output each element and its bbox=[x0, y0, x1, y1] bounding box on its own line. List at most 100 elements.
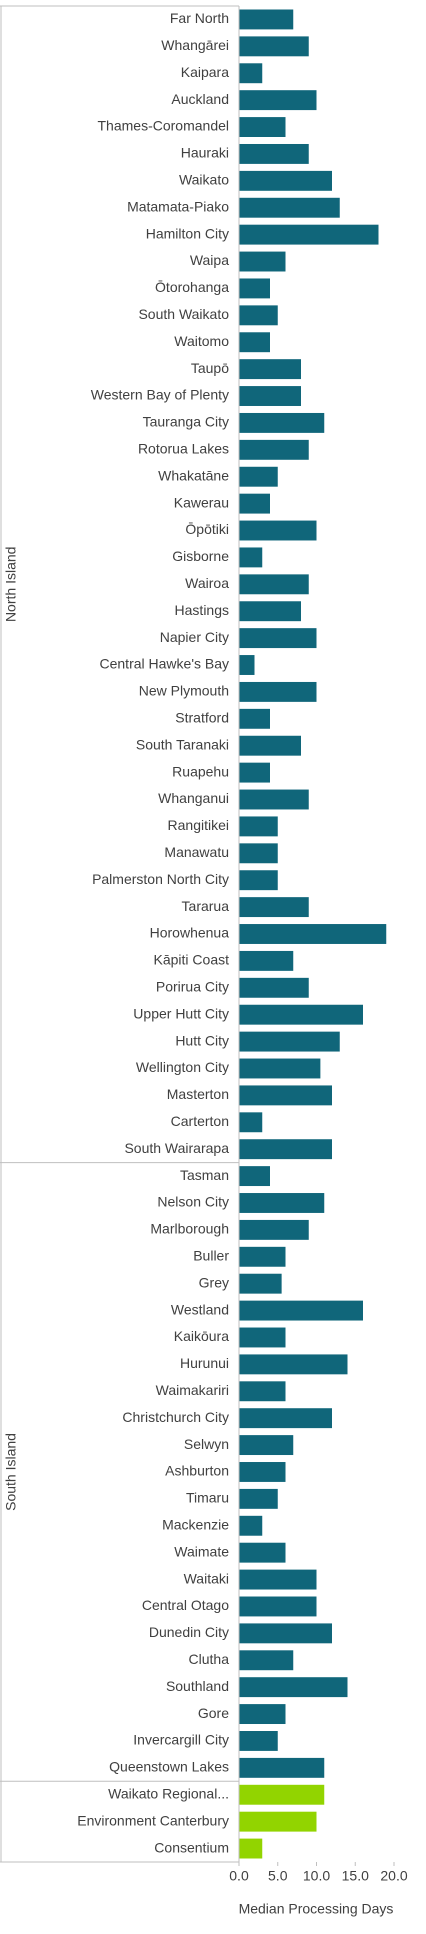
bar bbox=[239, 950, 294, 971]
bar bbox=[239, 1300, 363, 1321]
bar bbox=[239, 224, 379, 245]
bar bbox=[239, 359, 301, 380]
y-tick-label: Hamilton City bbox=[146, 225, 229, 241]
bar bbox=[239, 870, 278, 891]
bar bbox=[239, 90, 317, 111]
bar bbox=[239, 1246, 286, 1267]
bar bbox=[239, 386, 301, 406]
y-tick-label: South Waikato bbox=[138, 306, 229, 322]
bar bbox=[239, 1193, 325, 1213]
bar bbox=[239, 1677, 348, 1698]
bar bbox=[239, 117, 286, 137]
y-tick-label: Whakatāne bbox=[158, 467, 229, 483]
bar bbox=[239, 251, 286, 272]
y-tick-label: Horowhenua bbox=[150, 925, 230, 941]
y-tick-label: Hutt City bbox=[175, 1032, 229, 1048]
bar bbox=[239, 520, 317, 541]
y-tick-label: Gisborne bbox=[172, 548, 229, 564]
group-label: North Island bbox=[3, 547, 19, 622]
y-tick-label: Upper Hutt City bbox=[133, 1005, 229, 1021]
y-tick-label: New Plymouth bbox=[139, 683, 229, 699]
bar bbox=[239, 897, 309, 918]
bar bbox=[239, 1704, 286, 1725]
bar bbox=[239, 1811, 317, 1832]
x-tick-label: 20.0 bbox=[380, 1868, 407, 1884]
y-tick-label: Tararua bbox=[182, 898, 230, 914]
y-tick-label: Kaipara bbox=[181, 64, 229, 80]
y-tick-label: Auckland bbox=[171, 91, 229, 107]
y-tick-label: South Wairarapa bbox=[124, 1140, 229, 1156]
y-tick-label: Clutha bbox=[189, 1651, 230, 1667]
y-tick-label: Napier City bbox=[160, 629, 229, 645]
y-tick-label: Kawerau bbox=[174, 494, 229, 510]
bar bbox=[239, 332, 270, 353]
y-tick-label: Tasman bbox=[180, 1167, 229, 1183]
y-tick-label: Nelson City bbox=[157, 1194, 229, 1210]
bar bbox=[239, 197, 340, 218]
y-tick-label: Central Otago bbox=[142, 1597, 229, 1613]
bar bbox=[239, 735, 301, 756]
y-tick-label: Southland bbox=[166, 1678, 229, 1694]
bar bbox=[239, 924, 387, 944]
bar bbox=[239, 708, 270, 729]
x-tick-label: 10.0 bbox=[303, 1868, 330, 1884]
bar bbox=[239, 1354, 348, 1375]
y-tick-label: Mackenzie bbox=[162, 1516, 229, 1532]
y-tick-label: Kaikōura bbox=[174, 1328, 229, 1344]
y-tick-label: Rotorua Lakes bbox=[138, 441, 229, 457]
y-tick-label: Ashburton bbox=[165, 1463, 229, 1479]
y-tick-label: Kāpiti Coast bbox=[154, 952, 230, 968]
y-tick-label: Stratford bbox=[175, 710, 229, 726]
y-tick-label: Grey bbox=[199, 1274, 229, 1290]
y-tick-label: Selwyn bbox=[184, 1436, 229, 1452]
y-tick-label: Rangitikei bbox=[168, 817, 229, 833]
y-tick-label: Hauraki bbox=[181, 145, 229, 161]
bar bbox=[239, 1381, 286, 1402]
y-tick-label: Palmerston North City bbox=[92, 871, 229, 887]
y-tick-label: Dunedin City bbox=[149, 1624, 229, 1640]
bar bbox=[239, 1273, 282, 1294]
bar bbox=[239, 1112, 263, 1133]
y-tick-label: Wairoa bbox=[185, 575, 229, 591]
y-tick-label: Wellington City bbox=[136, 1059, 229, 1075]
y-tick-label: Tauranga City bbox=[143, 414, 229, 430]
y-tick-label: Whangārei bbox=[161, 37, 229, 53]
bar bbox=[239, 1838, 263, 1859]
y-tick-label: Taupō bbox=[191, 360, 229, 376]
bar bbox=[239, 1462, 286, 1482]
bar bbox=[239, 1408, 332, 1429]
y-tick-label: Western Bay of Plenty bbox=[91, 387, 229, 403]
bar bbox=[239, 601, 301, 622]
y-tick-label: Manawatu bbox=[164, 844, 229, 860]
y-tick-label: Whanganui bbox=[158, 790, 229, 806]
group-label: South Island bbox=[3, 1433, 19, 1511]
bar bbox=[239, 466, 278, 487]
bar bbox=[239, 1650, 294, 1671]
y-tick-label: Waipa bbox=[190, 252, 229, 268]
y-tick-label: Hastings bbox=[175, 602, 229, 618]
bar bbox=[239, 63, 263, 84]
y-tick-label: Waitaki bbox=[184, 1570, 229, 1586]
x-axis-title: Median Processing Days bbox=[239, 1901, 394, 1917]
y-tick-label: Waikato Regional... bbox=[108, 1785, 229, 1801]
bar bbox=[239, 1219, 309, 1240]
bar bbox=[239, 1757, 325, 1778]
y-tick-label: Marlborough bbox=[150, 1221, 229, 1237]
bar bbox=[239, 655, 255, 675]
x-tick-label: 0.0 bbox=[229, 1868, 249, 1884]
y-tick-label: Consentium bbox=[154, 1839, 229, 1855]
y-tick-label: Queenstown Lakes bbox=[109, 1759, 229, 1775]
y-tick-label: Ruapehu bbox=[172, 763, 229, 779]
bar bbox=[239, 1731, 278, 1751]
bar bbox=[239, 493, 270, 514]
y-tick-label: Ōtorohanga bbox=[155, 279, 229, 295]
bar bbox=[239, 1515, 263, 1536]
y-tick-label: Waimakariri bbox=[156, 1382, 229, 1398]
bar bbox=[239, 1139, 332, 1160]
y-tick-label: Buller bbox=[193, 1247, 229, 1263]
y-tick-label: Carterton bbox=[171, 1113, 229, 1129]
bar bbox=[239, 412, 325, 433]
bar bbox=[239, 762, 270, 783]
bar bbox=[239, 1784, 325, 1805]
